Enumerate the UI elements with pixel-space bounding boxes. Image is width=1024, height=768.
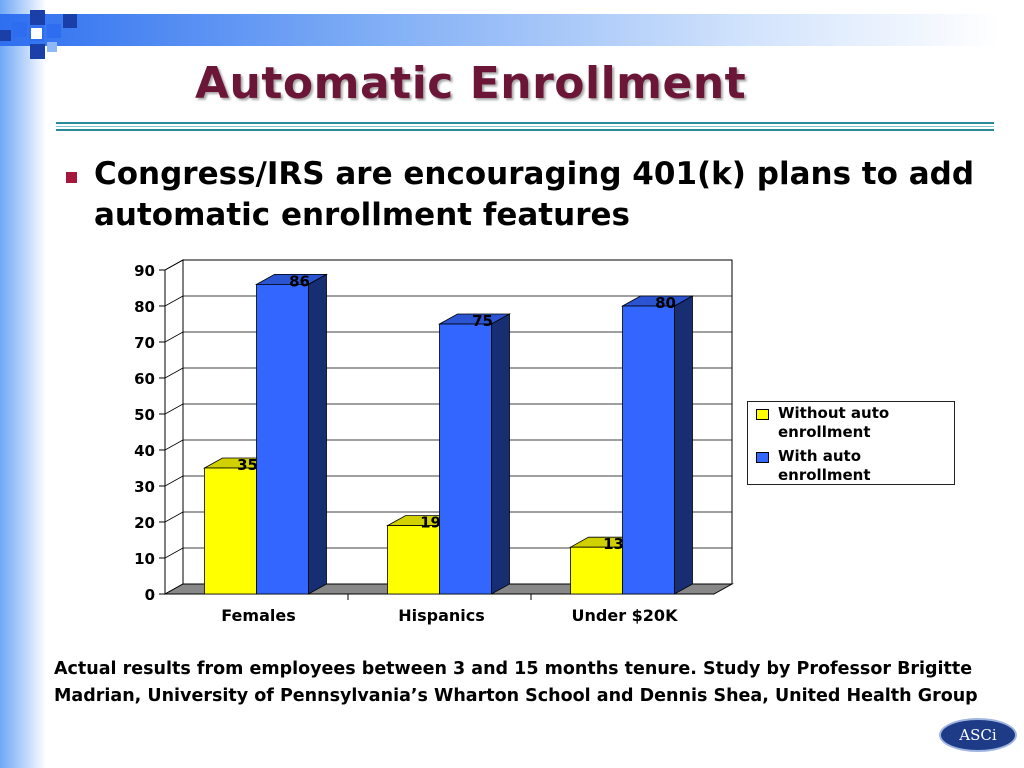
gridline-side	[164, 259, 184, 271]
y-tick-label: 30	[134, 478, 155, 496]
chart-legend: Without auto enrollment With auto enroll…	[747, 401, 955, 485]
data-label: 13	[603, 535, 624, 553]
bar	[204, 467, 257, 595]
legend-label-with: With auto enrollment	[778, 447, 871, 484]
y-tick-label: 0	[145, 586, 155, 604]
x-tick-label: Females	[221, 606, 295, 625]
legend-swatch-without	[756, 409, 769, 420]
data-label: 75	[472, 312, 493, 330]
y-tick-label: 50	[134, 406, 155, 424]
legend-label-without: Without auto enrollment	[778, 404, 890, 441]
bar-side	[491, 313, 510, 595]
y-tick-label: 70	[134, 334, 155, 352]
asci-logo: ASCi	[939, 718, 1017, 752]
y-tick-label: 90	[134, 262, 155, 280]
data-label: 80	[655, 294, 676, 312]
gridline-side	[164, 403, 184, 415]
slide-title: Automatic Enrollment	[195, 58, 747, 109]
bar	[622, 305, 675, 595]
gridline-side	[164, 295, 184, 307]
title-divider	[56, 122, 994, 131]
bar	[387, 525, 440, 595]
x-tick-label: Hispanics	[398, 606, 485, 625]
bullet-text: Congress/IRS are encouraging 401(k) plan…	[94, 156, 975, 233]
decorative-squares	[0, 10, 77, 59]
legend-swatch-with	[756, 452, 769, 463]
bar	[439, 323, 492, 595]
gridline-side	[164, 331, 184, 343]
y-tick-label: 40	[134, 442, 155, 460]
top-gradient-bar	[0, 14, 1000, 46]
bullet-marker	[66, 172, 77, 183]
gridline-side	[164, 475, 184, 487]
y-tick-label: 80	[134, 298, 155, 316]
gridline-side	[164, 367, 184, 379]
x-tick-label: Under $20K	[572, 606, 679, 625]
data-label: 19	[420, 514, 441, 532]
bar	[570, 546, 623, 595]
y-tick-label: 20	[134, 514, 155, 532]
gridline-side	[164, 511, 184, 523]
legend-item-without: Without auto enrollment	[756, 404, 951, 442]
footnote: Actual results from employees between 3 …	[54, 659, 978, 706]
bar	[256, 283, 309, 595]
bar-side	[308, 273, 327, 595]
y-tick-label: 60	[134, 370, 155, 388]
chart-side-wall	[164, 259, 184, 595]
data-label: 86	[289, 272, 310, 290]
left-gradient-bar	[0, 0, 46, 768]
y-tick-label: 10	[134, 550, 155, 568]
gridline-side	[164, 547, 184, 559]
bar-side	[674, 295, 693, 595]
data-label: 35	[237, 456, 258, 474]
gridline-side	[164, 439, 184, 451]
legend-item-with: With auto enrollment	[756, 447, 951, 485]
